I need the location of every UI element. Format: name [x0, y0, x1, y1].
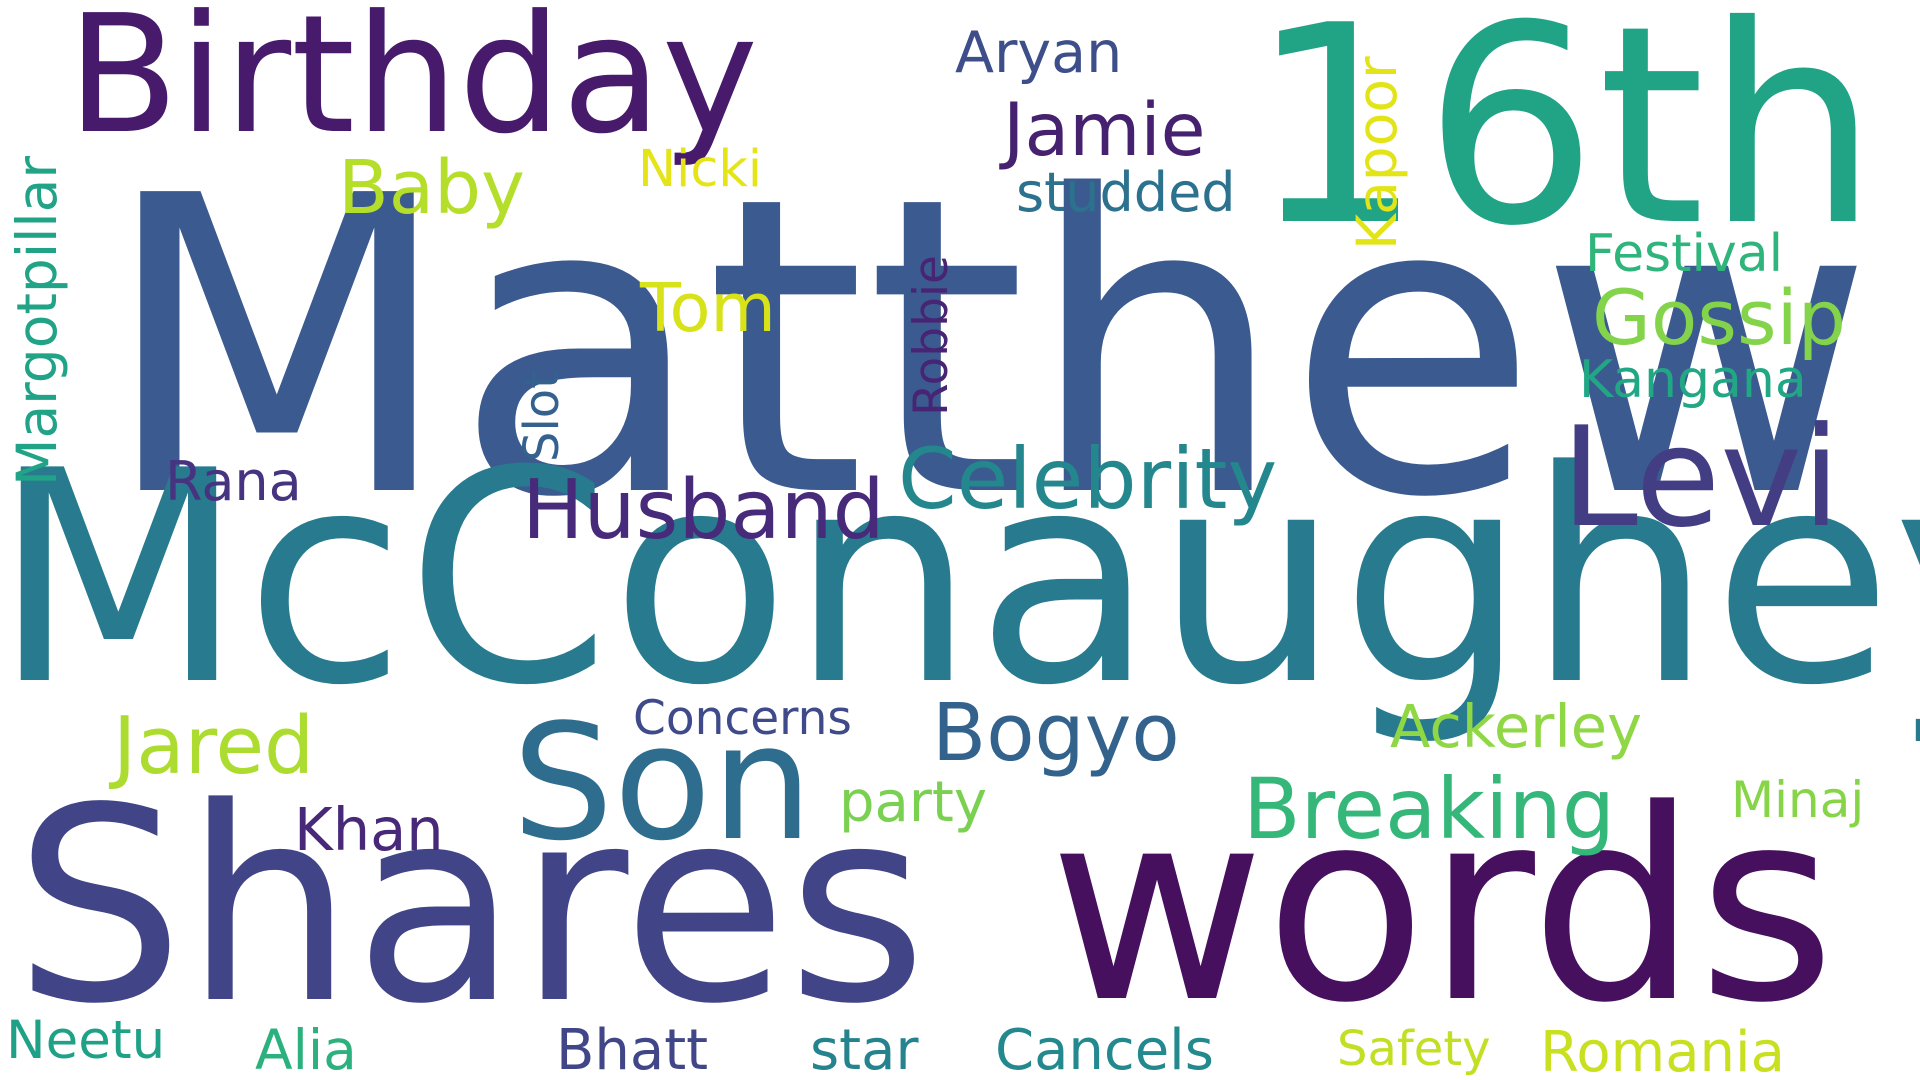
word-khan: Khan	[294, 795, 444, 864]
word-jamie: Jamie	[1003, 88, 1206, 173]
word-slot: Slot	[514, 370, 570, 462]
word-tom: Tom	[640, 269, 776, 347]
word-words: words	[1049, 754, 1836, 1061]
word-husband: Husband	[522, 463, 885, 558]
word-romania: Romania	[1540, 1020, 1785, 1080]
word-kangana: Kangana	[1579, 350, 1807, 410]
word-alia: Alia	[255, 1018, 357, 1080]
word-ackerley: Ackerley	[1390, 692, 1642, 761]
word-gossip: Gossip	[1592, 273, 1846, 362]
word-cancels: Cancels	[995, 1018, 1214, 1080]
word-star: star	[810, 1018, 919, 1080]
word-celebrity: Celebrity	[898, 430, 1278, 528]
word-minaj: Minaj	[1731, 771, 1865, 829]
word-birthday: Birthday	[67, 0, 759, 170]
word-kapoor: Kapoor	[1345, 56, 1409, 250]
word-nicki: Nicki	[638, 140, 763, 199]
word-son: Son	[512, 689, 813, 876]
word-shares: Shares	[14, 751, 928, 1063]
word-festival: Festival	[1585, 224, 1784, 284]
word-robbie: Robbie	[904, 255, 959, 416]
word-neetu: Neetu	[6, 1010, 166, 1071]
word-safety: Safety	[1337, 1021, 1491, 1077]
word-jared: Jared	[113, 700, 315, 792]
word-matthew: Matthew	[100, 109, 1874, 587]
word-studded: studded	[1016, 161, 1236, 224]
word-margotpillar: Margotpillar	[5, 156, 69, 486]
word-rana: Rana	[165, 450, 302, 513]
word-16th: 16th	[1249, 0, 1879, 286]
word-concerns: Concerns	[633, 691, 852, 746]
word-bogyo: Bogyo	[932, 687, 1180, 779]
word-bhatt: Bhatt	[556, 1018, 709, 1080]
word-aryan: Aryan	[955, 20, 1123, 86]
word-levi: Levi	[1561, 397, 1841, 558]
word-baby: Baby	[338, 145, 525, 231]
word-mcconaughey: McConaughey	[0, 409, 1920, 750]
word-breaking: Breaking	[1243, 760, 1616, 858]
word-party: party	[839, 770, 987, 835]
